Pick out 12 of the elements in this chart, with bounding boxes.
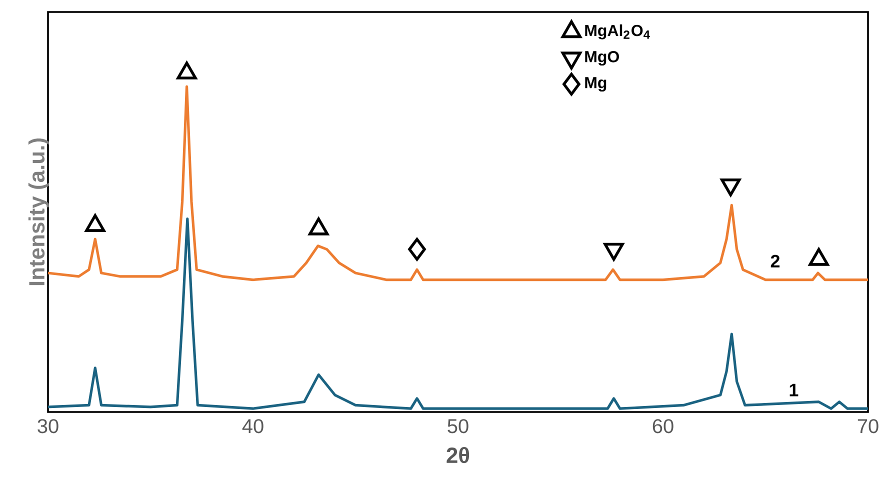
x-tick-label: 30 (38, 419, 58, 434)
series-label: 1 (790, 384, 798, 396)
x-tick-label: 60 (652, 419, 674, 434)
x-tick-label: 70 (858, 419, 878, 434)
y-axis-title: Intensity (a.u.) (28, 138, 49, 286)
legend-label: MgO (585, 50, 619, 66)
x-tick-label: 40 (242, 419, 264, 434)
x-axis-title: 2θ (446, 446, 470, 464)
legend-label: Mg (585, 77, 606, 92)
legend-label: MgAl$_{2}$O$_{4}$ (585, 24, 650, 40)
series-label: 2 (770, 254, 780, 268)
x-tick-label: 50 (448, 419, 468, 434)
